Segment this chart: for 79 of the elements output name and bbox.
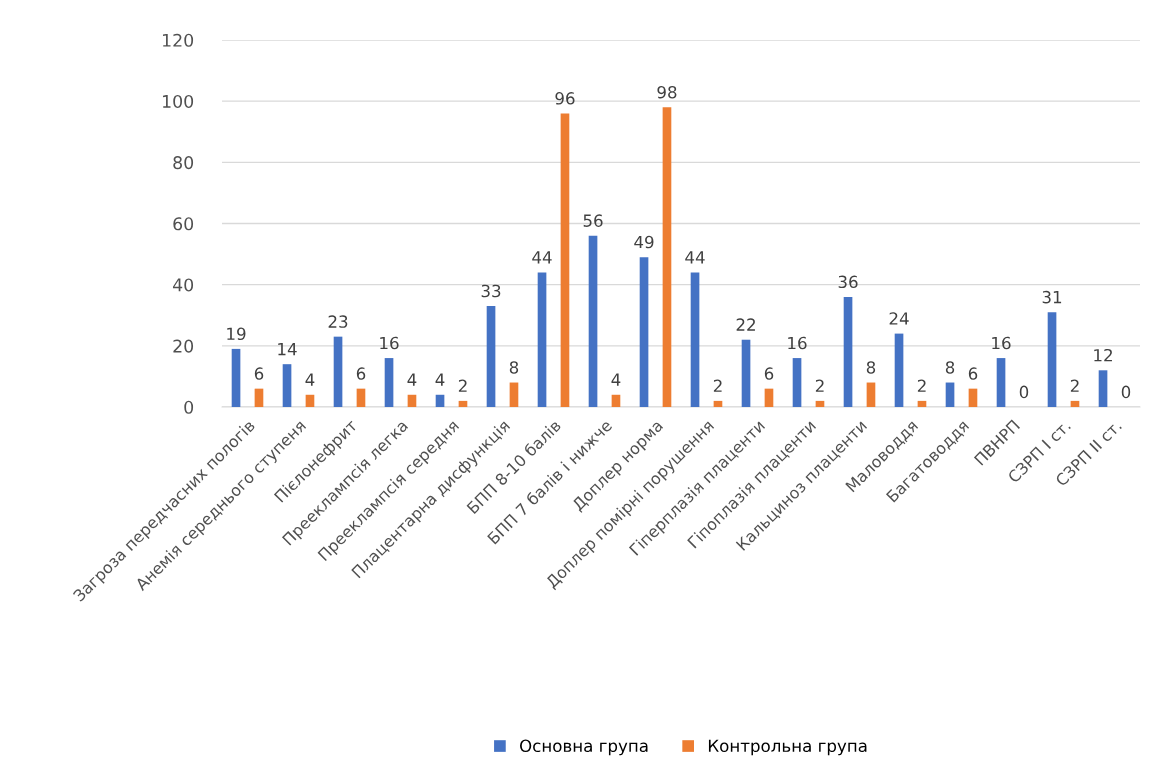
bar	[815, 400, 825, 407]
bar	[537, 272, 547, 407]
data-label: 4	[435, 373, 445, 386]
y-tick-label: 120	[162, 33, 194, 47]
data-label: 96	[555, 92, 575, 105]
data-label: 19	[227, 327, 246, 341]
data-label: 4	[611, 373, 621, 386]
bar	[282, 364, 292, 407]
y-tick-label: 0	[184, 400, 194, 414]
bar	[741, 339, 751, 407]
data-label: 16	[380, 336, 399, 350]
data-label: 31	[1042, 290, 1062, 304]
bar	[486, 306, 496, 407]
data-label: 2	[917, 379, 926, 392]
y-tick-label: 60	[173, 217, 194, 231]
data-label: 14	[278, 343, 297, 356]
data-label: 4	[407, 373, 417, 386]
bar	[690, 272, 700, 407]
bar	[588, 235, 598, 407]
data-label: 2	[713, 379, 722, 392]
bar	[407, 394, 417, 407]
bar	[662, 107, 672, 407]
data-label: 33	[481, 284, 501, 298]
bar	[894, 333, 904, 407]
bar	[356, 388, 366, 407]
bar	[1070, 400, 1080, 407]
legend-label: Основна група	[520, 739, 648, 756]
data-label: 2	[1070, 379, 1079, 392]
data-label: 16	[788, 336, 807, 350]
bar	[1047, 312, 1057, 407]
data-label: 6	[254, 367, 264, 380]
bar	[792, 358, 802, 407]
legend-label: Контрольна група	[708, 739, 867, 756]
data-label: 44	[685, 251, 705, 264]
data-label: 44	[532, 251, 552, 264]
bar	[843, 296, 853, 407]
bar	[611, 394, 621, 407]
bar	[968, 388, 978, 407]
data-label: 12	[1094, 348, 1112, 362]
data-label: 4	[305, 373, 315, 386]
data-label: 56	[583, 214, 603, 227]
bar	[713, 400, 723, 407]
data-label: 8	[945, 361, 955, 374]
bar	[917, 400, 927, 407]
bar	[866, 382, 876, 407]
data-label: 6	[356, 367, 366, 380]
y-tick-label: 20	[173, 339, 194, 353]
data-label: 16	[992, 336, 1011, 350]
data-label: 6	[968, 367, 978, 380]
bar	[560, 113, 570, 407]
data-label: 98	[657, 85, 677, 99]
bar	[945, 382, 955, 407]
y-tick-label: 100	[162, 94, 194, 109]
bar	[509, 382, 519, 407]
bar	[1098, 370, 1108, 407]
data-label: 2	[815, 379, 824, 392]
y-tick-label: 80	[173, 156, 194, 170]
data-label: 6	[764, 367, 774, 380]
bar	[996, 358, 1006, 407]
bar	[458, 400, 468, 407]
data-label: 24	[889, 312, 909, 325]
y-tick-label: 40	[172, 278, 194, 292]
bar	[639, 257, 649, 407]
data-label: 8	[509, 361, 519, 374]
data-label: 8	[866, 361, 876, 374]
bar	[384, 358, 394, 407]
data-label: 49	[634, 235, 654, 249]
bar	[764, 388, 774, 407]
data-label: 0	[1121, 385, 1131, 399]
bar	[333, 336, 343, 407]
bar	[305, 394, 315, 407]
data-label: 22	[736, 318, 755, 331]
data-label: 2	[458, 379, 467, 392]
data-label: 23	[328, 315, 348, 328]
bar	[231, 348, 241, 407]
data-label: 0	[1019, 385, 1029, 399]
data-label: 36	[838, 275, 858, 289]
bar	[254, 388, 264, 407]
bar	[435, 394, 445, 407]
